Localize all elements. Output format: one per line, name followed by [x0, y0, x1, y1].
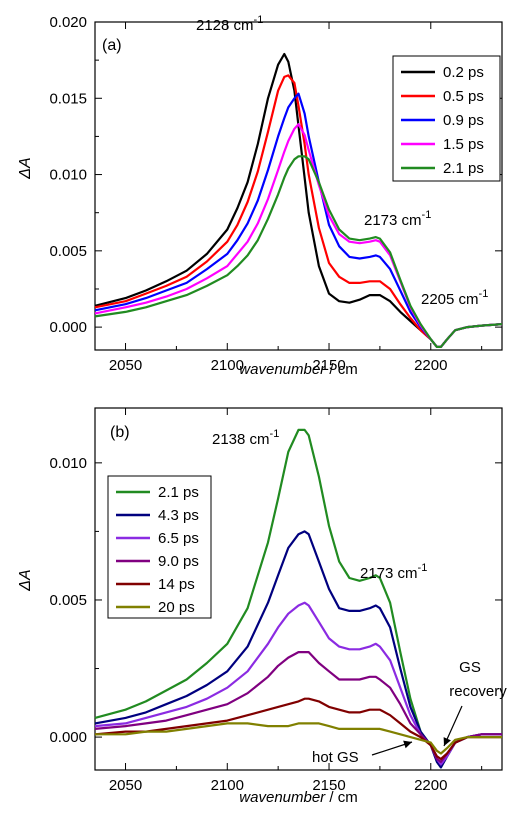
x-axis-title-unit: / cm — [325, 789, 358, 806]
panel-label: (b) — [110, 424, 130, 441]
x-tick-label: 2200 — [414, 777, 447, 794]
legend-box — [107, 475, 212, 619]
x-axis-title-text: wavenumber — [239, 789, 326, 806]
series-line-2-1-ps — [94, 155, 503, 348]
annotation-arrowhead — [403, 740, 412, 749]
series-line-20-ps — [95, 722, 502, 755]
x-tick-label: 2150 — [312, 357, 345, 374]
x-axis-title-text: wavenumber — [239, 361, 326, 378]
x-axis-title: wavenumber / cm — [239, 361, 357, 378]
y-axis-title: ΔA — [17, 569, 34, 591]
legend-box — [392, 55, 501, 182]
annotation-text: 2205 cm — [421, 291, 479, 308]
annotation-text: 2173 cm — [364, 212, 422, 229]
legend-label: 14 ps — [158, 576, 195, 593]
annotation-text: 2138 cm — [212, 431, 270, 448]
series-line-14-ps — [94, 697, 502, 761]
y-tick-label: 0.005 — [49, 243, 87, 260]
legend: 2.1 ps 4.3 ps 6.5 ps 9.0 ps 14 ps 20 ps — [107, 475, 212, 619]
annotation-arrowhead — [443, 737, 451, 746]
series-line-6-5-ps — [94, 601, 502, 766]
legend-label: 9.0 ps — [158, 553, 199, 570]
x-axis-title: wavenumber / cm — [239, 789, 357, 806]
legend-label: 0.5 ps — [443, 88, 484, 105]
annotation: recovery — [449, 683, 507, 700]
annotation: 2128 cm-1 — [196, 14, 263, 34]
annotation-superscript: -1 — [254, 14, 264, 26]
legend-label: 0.2 ps — [443, 64, 484, 81]
legend-label: 0.9 ps — [443, 112, 484, 129]
plot-frame — [94, 21, 503, 351]
legend-label: 20 ps — [158, 599, 195, 616]
plot-frame — [94, 407, 503, 771]
y-tick-label: 0.000 — [49, 319, 87, 336]
annotation-superscript: -1 — [479, 288, 489, 300]
annotation: 2173 cm-1 — [360, 562, 427, 582]
series-line-4-3-ps — [94, 530, 502, 769]
legend-label: 1.5 ps — [443, 136, 484, 153]
annotation-text: 2128 cm — [196, 17, 254, 34]
chart-panel-b: 2050 2100 2150 2200 0.000 0.005 0.010 wavenumbe… — [17, 407, 507, 806]
legend: 0.2 ps 0.5 ps 0.9 ps 1.5 ps 2.1 ps — [392, 55, 501, 182]
y-tick-label: 0.005 — [49, 592, 87, 609]
x-tick-label: 2050 — [109, 777, 142, 794]
annotation-text: 2173 cm — [360, 565, 418, 582]
annotation: 2205 cm-1 — [421, 288, 488, 308]
y-tick-label: 0.000 — [49, 729, 87, 746]
series-line-9-0-ps — [94, 650, 502, 763]
annotation-superscript: -1 — [270, 428, 280, 440]
annotation: hot GS — [312, 749, 359, 766]
x-tick-label: 2050 — [109, 357, 142, 374]
x-axis-title-unit: / cm — [325, 361, 358, 378]
legend-label: 6.5 ps — [158, 530, 199, 547]
chart-panel-a: 2050 2100 2150 2200 0.000 0.005 0.010 0.015 0.02… — [17, 14, 503, 378]
annotation-superscript: -1 — [418, 562, 428, 574]
annotation: GS — [459, 659, 481, 676]
legend-label: 2.1 ps — [443, 160, 484, 177]
annotation-superscript: -1 — [422, 209, 432, 221]
y-axis-title: ΔA — [17, 157, 34, 179]
legend-label: 4.3 ps — [158, 507, 199, 524]
x-tick-label: 2200 — [414, 357, 447, 374]
x-tick-label: 2150 — [312, 777, 345, 794]
panel-label: (a) — [102, 37, 122, 54]
y-tick-label: 0.010 — [49, 167, 87, 184]
annotation: 2173 cm-1 — [364, 209, 431, 229]
annotation: 2138 cm-1 — [212, 428, 279, 448]
legend-label: 2.1 ps — [158, 484, 199, 501]
y-tick-label: 0.010 — [49, 455, 87, 472]
y-tick-label: 0.020 — [49, 14, 87, 31]
y-tick-label: 0.015 — [49, 90, 87, 107]
x-tick-label: 2100 — [211, 777, 244, 794]
x-tick-label: 2100 — [211, 357, 244, 374]
